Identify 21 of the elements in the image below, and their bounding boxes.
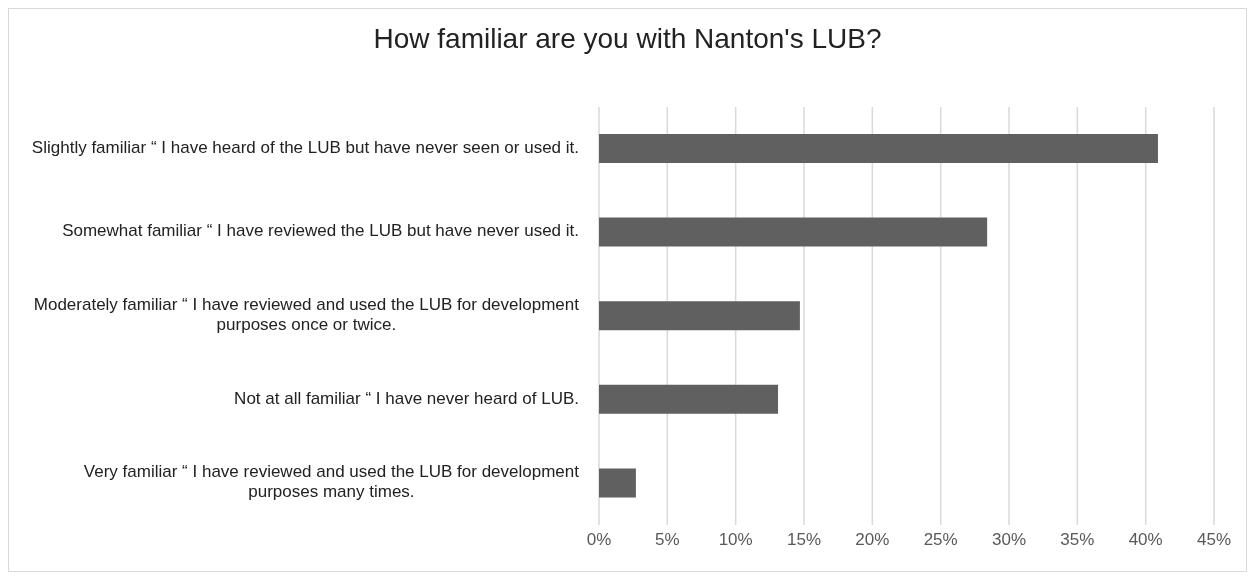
bar xyxy=(599,384,779,414)
bar xyxy=(599,134,1158,163)
y-tick-label: Very familiar “ I have reviewed and used the LUB for development purposes many times. xyxy=(83,462,580,502)
x-tick-label: 35% xyxy=(1060,530,1095,550)
x-tick-label: 0% xyxy=(586,530,612,550)
x-tick-label: 25% xyxy=(923,530,958,550)
bar xyxy=(599,301,800,331)
x-tick-label: 45% xyxy=(1196,530,1232,550)
bar xyxy=(599,468,636,498)
y-tick-label: Moderately familiar “ I have reviewed and used the LUB for development purposes once or twice. xyxy=(33,295,580,335)
bar xyxy=(599,217,988,247)
y-tick-label: Somewhat familiar “ I have reviewed the LUB but have never used it. xyxy=(62,221,579,241)
chart-title: How familiar are you with Nanton's LUB? xyxy=(372,23,883,55)
y-tick-label: Slightly familiar “ I have heard of the LUB but have never seen or used it. xyxy=(31,138,580,158)
x-tick-label: 20% xyxy=(855,530,890,550)
x-tick-label: 40% xyxy=(1128,530,1163,550)
x-tick-label: 15% xyxy=(786,530,822,550)
x-tick-label: 10% xyxy=(718,530,753,550)
y-tick-label: Not at all familiar “ I have never heard of LUB. xyxy=(234,389,579,409)
x-tick-label: 5% xyxy=(655,530,680,550)
x-tick-label: 30% xyxy=(991,530,1027,550)
